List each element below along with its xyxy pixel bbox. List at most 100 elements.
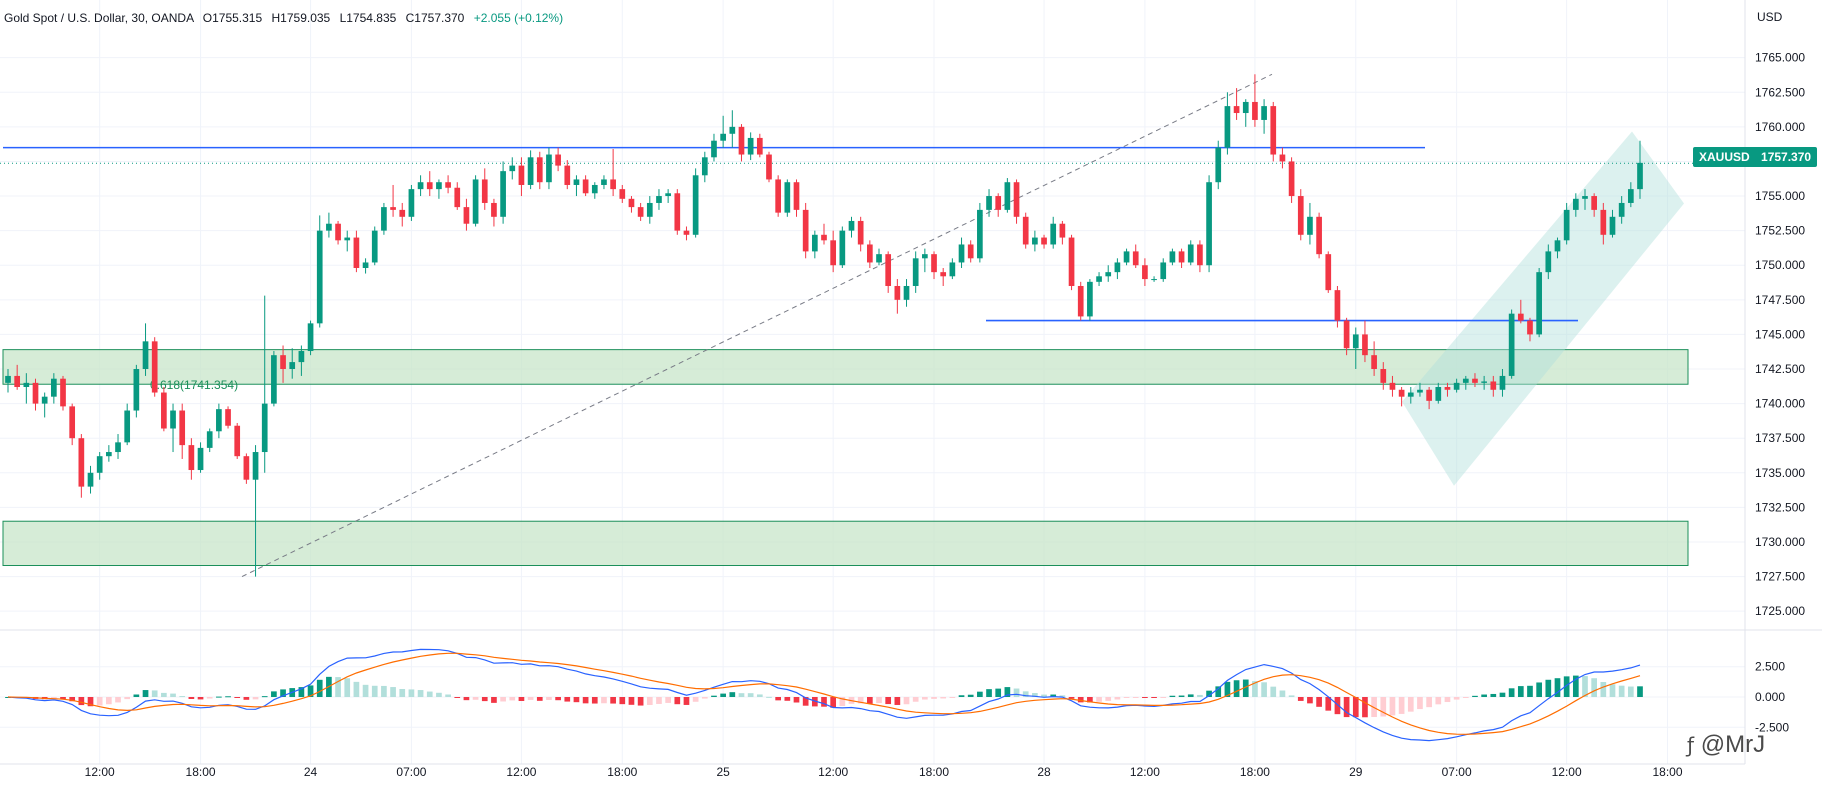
candle <box>1004 178 1011 213</box>
candle-body <box>1334 290 1341 321</box>
candle-body <box>1609 216 1616 235</box>
macd-histogram-bar <box>555 697 561 701</box>
candle <box>1582 189 1588 210</box>
macd-histogram-bar <box>876 697 882 704</box>
macd-histogram-bar <box>867 697 873 704</box>
candle-body <box>821 234 827 241</box>
macd-histogram-bar <box>729 692 736 697</box>
candle-body <box>23 382 30 387</box>
price-tag-value: 1757.370 <box>1761 150 1812 164</box>
candle <box>96 452 103 480</box>
candle <box>1508 309 1515 379</box>
candle <box>1087 279 1093 321</box>
candle-body <box>1261 106 1267 120</box>
macd-histogram-bar <box>170 693 176 697</box>
macd-histogram-bar <box>1517 686 1524 697</box>
candle-body <box>1545 251 1552 273</box>
candle-body <box>1032 237 1038 245</box>
macd-histogram-bar <box>747 693 754 697</box>
candle-body <box>1187 244 1194 263</box>
candle <box>60 375 66 411</box>
macd-histogram-bar <box>967 694 974 697</box>
candle <box>793 179 800 217</box>
macd-histogram-bar <box>1472 695 1478 697</box>
macd-histogram-bar <box>756 694 763 697</box>
candle <box>1499 369 1506 397</box>
candle-body <box>1398 389 1405 397</box>
candle-body <box>1059 223 1066 238</box>
candle-body <box>78 438 85 487</box>
candle-body <box>1499 375 1506 390</box>
candle <box>1627 182 1634 208</box>
candle-body <box>1591 196 1597 210</box>
macd-histogram-bar <box>1169 695 1176 697</box>
candle <box>14 364 21 390</box>
candle <box>1572 193 1579 217</box>
change-value: +2.055 (+0.12%) <box>473 11 564 25</box>
candle <box>1316 212 1322 259</box>
candle <box>243 453 250 484</box>
candle-body <box>692 175 699 235</box>
macd-histogram-bar <box>1087 697 1093 703</box>
candle <box>1536 268 1542 338</box>
macd-histogram-bar <box>1582 676 1588 697</box>
candle-body <box>628 198 635 208</box>
candle-body <box>811 234 818 252</box>
candle <box>857 216 864 252</box>
candle-body <box>1068 237 1075 286</box>
candle <box>1132 244 1139 268</box>
macd-histogram-bar <box>1316 697 1322 707</box>
candle-body <box>711 140 717 158</box>
macd-tick-label: -2.500 <box>1755 720 1789 734</box>
macd-histogram-bar <box>1563 676 1570 697</box>
macd-histogram-bar <box>857 697 864 704</box>
time-tick-label: 12:00 <box>1130 765 1160 779</box>
candle-body <box>555 154 561 166</box>
macd-histogram-bar <box>491 697 497 703</box>
candle <box>756 133 763 158</box>
candle-body <box>1572 198 1579 210</box>
candle-body <box>1206 182 1212 266</box>
candle-body <box>1123 251 1130 263</box>
candle <box>582 175 589 197</box>
candle <box>701 151 708 183</box>
macd-histogram-bar <box>1572 675 1579 697</box>
candle-body <box>1517 313 1524 321</box>
candle-body <box>536 157 543 183</box>
candle <box>940 268 947 286</box>
macd-histogram-bar <box>261 696 268 698</box>
macd-histogram-bar <box>344 678 351 697</box>
candle-body <box>637 207 644 217</box>
candle-body <box>1114 262 1121 273</box>
macd-histogram-bar <box>307 685 314 697</box>
candle-body <box>151 341 158 393</box>
candle-body <box>426 182 433 190</box>
high-value: H1759.035 <box>271 11 331 25</box>
candle-body <box>1563 209 1570 241</box>
candle <box>78 434 85 498</box>
macd-histogram-bar <box>335 677 341 697</box>
macd-histogram-bar <box>1215 686 1222 697</box>
macd-histogram-bar <box>1297 697 1304 701</box>
candle-body <box>32 382 39 404</box>
candle <box>1197 240 1203 273</box>
candle <box>1371 341 1377 376</box>
candle <box>1517 299 1524 324</box>
macd-histogram-bar <box>362 684 369 697</box>
candle <box>463 198 470 231</box>
macd-histogram-bar <box>1224 681 1231 697</box>
macd-histogram-bar <box>995 688 1002 697</box>
price-tick-label: 1755.000 <box>1755 189 1805 203</box>
macd-histogram-bar <box>665 697 671 703</box>
candle <box>1417 382 1423 397</box>
time-tick-label: 24 <box>304 765 318 779</box>
time-tick-label: 18:00 <box>919 765 949 779</box>
macd-histogram-bar <box>912 697 919 702</box>
candle-body <box>646 202 653 217</box>
macd-histogram-bar <box>821 697 827 707</box>
macd-histogram-bar <box>151 690 158 697</box>
candle-body <box>747 137 754 155</box>
macd-histogram-bar <box>811 697 818 707</box>
